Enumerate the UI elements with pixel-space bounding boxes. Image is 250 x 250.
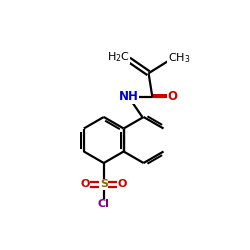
Text: S: S — [100, 179, 108, 189]
Text: Cl: Cl — [98, 199, 110, 209]
Text: CH$_3$: CH$_3$ — [168, 51, 190, 65]
Text: O: O — [118, 179, 127, 189]
Text: H$_2$C: H$_2$C — [107, 50, 130, 64]
Text: NH: NH — [119, 90, 139, 104]
Text: O: O — [80, 179, 90, 189]
Text: O: O — [167, 90, 177, 104]
